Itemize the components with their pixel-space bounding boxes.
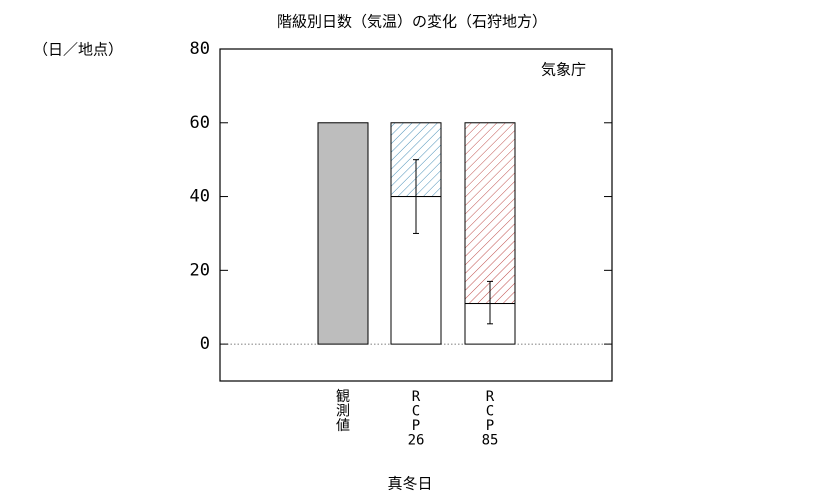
x-tick-label: 26	[408, 433, 425, 449]
plot-frame	[219, 48, 613, 382]
x-tick-label: 値	[336, 418, 350, 434]
x-tick-label: P	[486, 418, 494, 434]
x-tick-label: R	[412, 389, 421, 405]
change-hatch	[464, 122, 516, 305]
x-tick-label: C	[412, 404, 420, 420]
x-tick-label: R	[486, 389, 495, 405]
y-axis-label: （日／地点）	[33, 41, 123, 59]
x-tick-label: 測	[336, 404, 350, 420]
x-tick-label: 85	[482, 433, 499, 449]
y-tick-label: 60	[190, 113, 210, 133]
source-label: 気象庁	[541, 61, 586, 79]
y-tick-label: 80	[190, 39, 210, 59]
chart-title: 階級別日数（気温）の変化（石狩地方）	[277, 13, 547, 31]
y-tick-label: 40	[190, 187, 210, 207]
x-tick-label: 観	[336, 388, 350, 405]
x-tick-label: C	[486, 404, 494, 420]
x-tick-label: P	[412, 418, 420, 434]
y-tick-label: 20	[190, 260, 210, 280]
x-axis-label: 真冬日	[387, 475, 432, 493]
bar	[317, 122, 369, 345]
y-tick-label: 0	[200, 334, 210, 354]
